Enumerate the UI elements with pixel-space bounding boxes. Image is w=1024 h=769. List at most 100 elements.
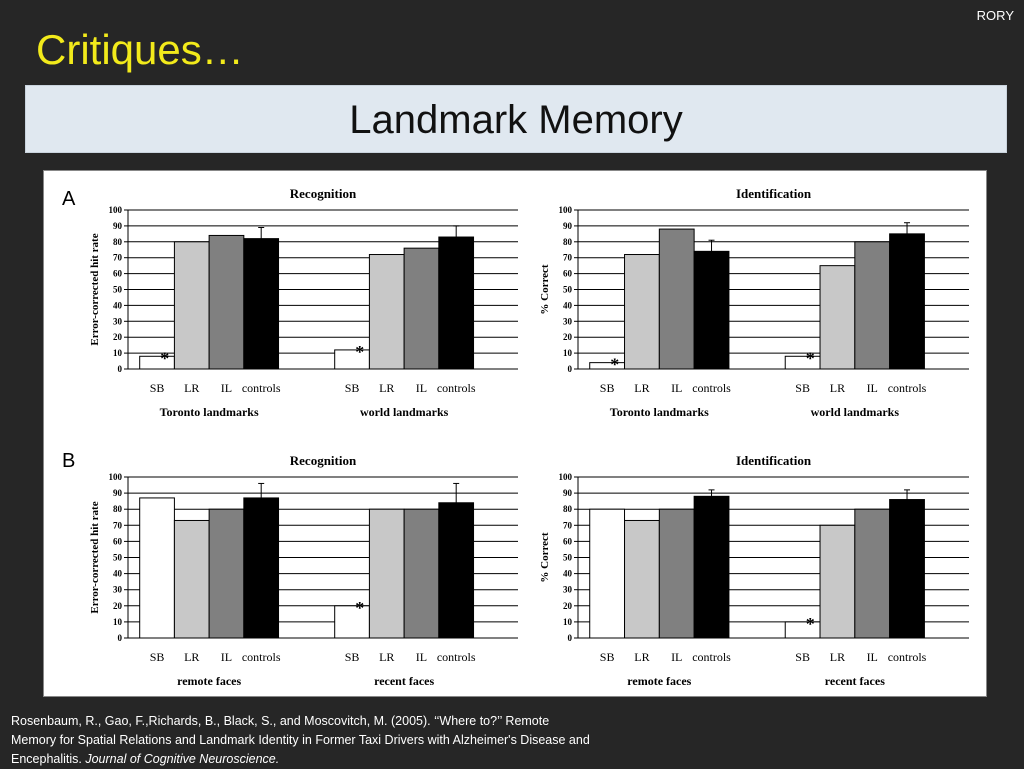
chart3-y-tick-label: 10 [113,617,123,627]
chart3-y-tick-label: 40 [113,569,123,579]
chart2-group-label: Toronto landmarks [610,405,709,419]
chart1-group-label: world landmarks [360,405,449,419]
chart3-bar-SB [334,605,370,639]
chart3-bar-LR [173,519,210,639]
chart2-x-tick-label: controls [692,381,731,395]
chart1-x-tick-label: SB [345,381,360,395]
bar-charts-figure: A B Recognition Error-corrected hit rate 0 10… [62,186,969,688]
chart4-bar-SB [589,508,626,639]
chart2-bar-LR [819,265,856,370]
chart1-x-tick-label: controls [437,381,476,395]
chart1-y-tick-label: 60 [113,269,123,279]
chart1-x-tick-label: controls [242,381,281,395]
chart3-group-label: recent faces [374,674,434,688]
chart4-bar-LR [624,519,660,639]
chart4-x-tick-label: SB [795,650,810,664]
chart3-x-tick-label: SB [150,650,165,664]
chart2-bar-SB [784,355,821,370]
chart1-x-tick-label: IL [221,381,232,395]
chart4-x-tick-label: controls [692,650,731,664]
chart1-bar-SB [334,349,370,370]
chart2-y-axis-label: % Correct [539,264,551,315]
chart1-bar-controls [438,236,475,370]
chart4-y-axis-label: % Correct [539,532,551,583]
chart2-y-tick-label: 30 [563,316,573,326]
chart3-bar-LR [368,508,405,639]
chart3-x-tick-label: LR [184,650,199,664]
chart4-bar-SB [784,621,821,639]
citation-journal: Journal of Cognitive Neuroscience. [85,752,280,766]
banner-title: Landmark Memory [349,98,683,142]
chart2-x-tick-label: LR [830,381,845,395]
chart3-y-tick-label: 20 [113,601,123,611]
chart4-x-tick-label: LR [634,650,649,664]
chart4-y-tick-label: 90 [563,488,573,498]
chart1-asterisk: * [355,342,364,362]
chart4-y-tick-label: 10 [563,617,573,627]
chart2-y-tick-label: 100 [559,205,573,215]
chart3-x-tick-label: IL [221,650,232,664]
chart3-x-tick-label: controls [437,650,476,664]
chart2-y-tick-label: 40 [563,300,573,310]
chart4-y-tick-label: 40 [563,569,573,579]
chart3-y-tick-label: 0 [118,633,123,643]
chart1-y-tick-label: 100 [109,205,123,215]
citation: Rosenbaum, R., Gao, F.,Richards, B., Bla… [11,712,591,769]
chart2-bar-IL [658,228,695,370]
chart4-bar-controls [693,495,730,639]
chart3-x-tick-label: IL [416,650,427,664]
chart4-title: Identification [736,453,812,468]
chart3-y-tick-label: 100 [109,472,123,482]
chart3-bar-SB [139,497,175,639]
chart2-y-tick-label: 0 [568,364,573,374]
chart2-y-tick-label: 50 [563,285,573,295]
chart1-y-tick-label: 70 [113,253,123,263]
chart2-y-tick-label: 80 [563,237,573,247]
chart4-x-tick-label: LR [830,650,845,664]
chart1-bar-controls [243,238,280,370]
chart4-bar-LR [819,524,856,639]
corner-label: RORY [976,8,1014,23]
chart4-group-label: remote faces [627,674,691,688]
chart1-y-tick-label: 30 [113,316,123,326]
chart2-x-tick-label: controls [888,381,927,395]
chart3-x-tick-label: controls [242,650,281,664]
chart4-x-tick-label: SB [600,650,615,664]
chart2-x-tick-label: SB [795,381,810,395]
chart1-y-tick-label: 40 [113,300,123,310]
chart3-x-tick-label: LR [379,650,394,664]
chart4-asterisk: * [806,614,815,634]
chart1-bar-IL [403,247,440,370]
chart4-y-tick-label: 60 [563,536,573,546]
chart1-y-tick-label: 10 [113,348,123,358]
chart3-y-axis-label: Error-corrected hit rate [89,501,101,613]
chart2-y-tick-label: 60 [563,269,573,279]
chart1-x-tick-label: SB [150,381,165,395]
chart3-bar-controls [438,502,475,639]
chart4-y-tick-label: 80 [563,504,573,514]
chart1-x-tick-label: LR [379,381,394,395]
chart2-x-tick-label: SB [600,381,615,395]
chart2-x-tick-label: IL [867,381,878,395]
chart1-y-tick-label: 80 [113,237,123,247]
chart3-y-tick-label: 70 [113,520,123,530]
chart4-y-tick-label: 0 [568,633,573,643]
chart2-bar-LR [624,254,660,370]
chart3-y-tick-label: 60 [113,536,123,546]
chart1-y-axis-label: Error-corrected hit rate [89,233,101,345]
chart3-y-tick-label: 80 [113,504,123,514]
chart2-bar-SB [589,362,626,370]
chart4-x-tick-label: IL [671,650,682,664]
chart2-y-tick-label: 10 [563,348,573,358]
chart1-bar-LR [173,241,210,370]
chart2-title: Identification [736,186,812,201]
panel-label-b: B [62,450,75,472]
chart2-group-label: world landmarks [811,405,900,419]
chart3-title: Recognition [290,453,357,468]
chart1-asterisk: * [160,348,169,368]
chart4-bar-IL [854,508,891,639]
chart3-y-tick-label: 30 [113,585,123,595]
chart1-title: Recognition [290,186,357,201]
chart2-asterisk: * [610,355,619,375]
chart2-y-tick-label: 20 [563,332,573,342]
